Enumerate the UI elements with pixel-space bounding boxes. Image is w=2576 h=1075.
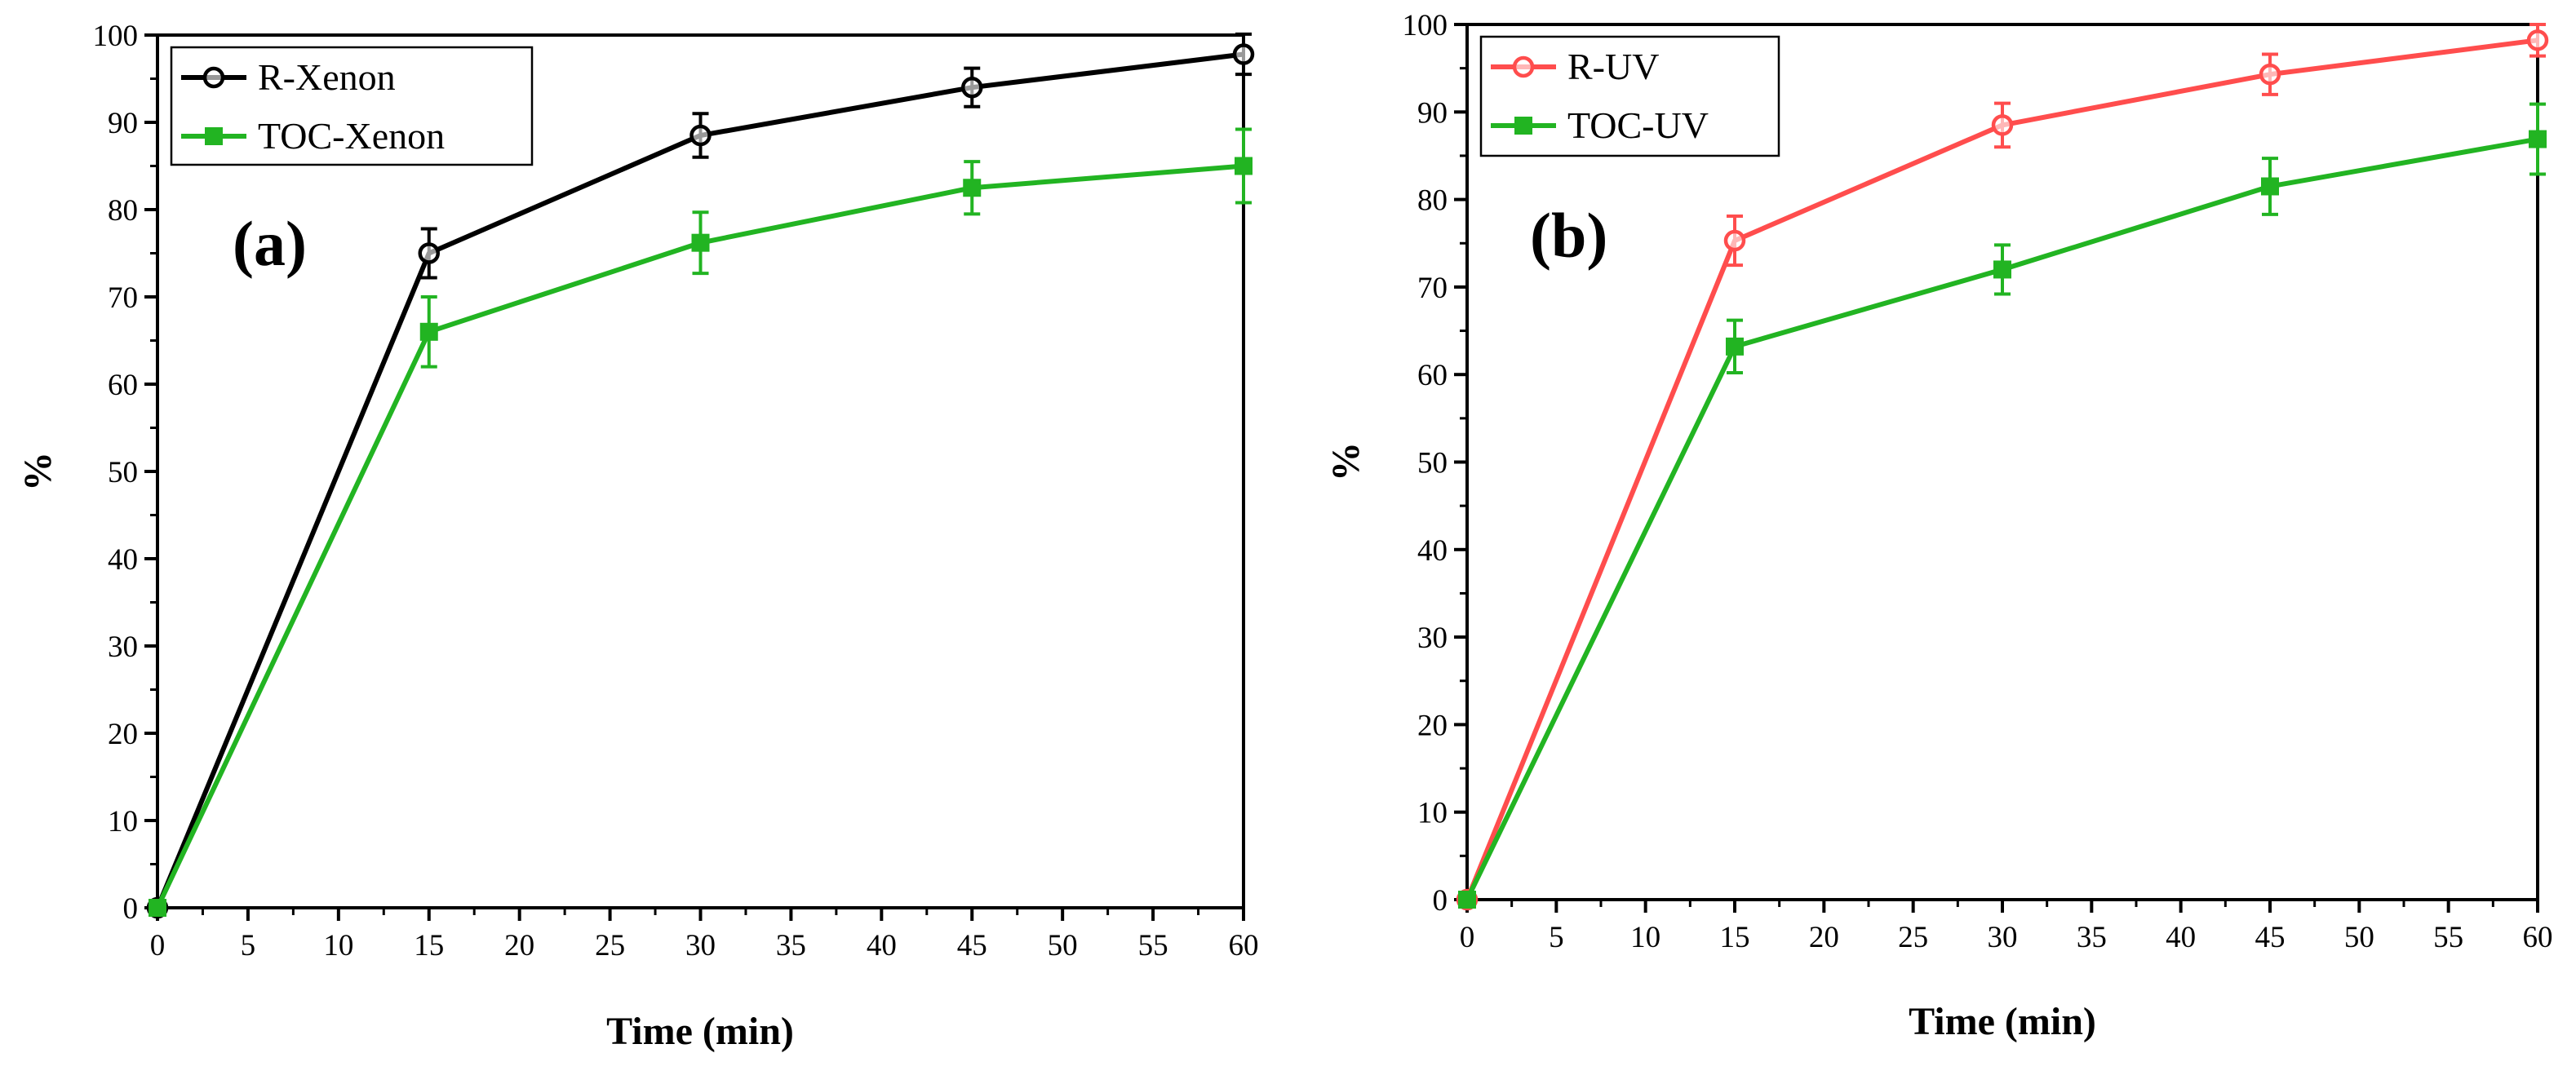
x-tick-label: 55 xyxy=(1138,929,1168,962)
y-tick-label: 90 xyxy=(1417,96,1448,130)
y-tick-label: 70 xyxy=(108,281,138,315)
x-axis-label: Time (min) xyxy=(1909,1000,2096,1043)
x-tick-label: 60 xyxy=(1229,929,1259,962)
series-toc-uv xyxy=(1458,102,2547,909)
x-tick-label: 15 xyxy=(414,929,444,962)
data-point xyxy=(149,899,166,917)
y-tick-label: 0 xyxy=(123,892,139,926)
y-tick-label: 10 xyxy=(1417,797,1448,830)
x-tick-label: 5 xyxy=(241,929,256,962)
data-point xyxy=(2526,29,2549,51)
legend-marker xyxy=(1514,117,1532,135)
panel-a: 0 5 10 15 20 25 30 35 40 45 50 55 60 0 10 20 30 40 50 60 70 8… xyxy=(16,20,1259,1053)
y-tick-label: 60 xyxy=(108,369,138,402)
y-tick-label: 50 xyxy=(1417,447,1448,480)
legend: R-Xenon TOC-Xenon xyxy=(170,46,534,166)
legend-marker xyxy=(202,66,225,89)
x-tick-label: 0 xyxy=(1460,921,1475,954)
y-tick-label: 10 xyxy=(108,805,138,838)
x-tick-label: 55 xyxy=(2433,921,2463,954)
x-tick-label: 20 xyxy=(1809,921,1839,954)
data-point xyxy=(691,233,710,252)
y-tick-label: 0 xyxy=(1433,884,1448,918)
x-tick-label: 50 xyxy=(2344,921,2374,954)
data-point xyxy=(1726,337,1744,356)
y-tick-label: 30 xyxy=(1417,622,1448,655)
legend: R-UV TOC-UV xyxy=(1479,35,1780,157)
x-tick-label: 45 xyxy=(2255,921,2286,954)
x-axis-label: Time (min) xyxy=(606,1010,794,1053)
y-tick-label: 60 xyxy=(1417,359,1448,392)
data-point xyxy=(1235,157,1253,175)
legend-marker xyxy=(1512,55,1535,78)
panel-b: 0 5 10 15 20 25 30 35 40 45 50 55 60 0 10 20 30 40 50 60 70 8… xyxy=(1324,9,2553,1043)
data-point xyxy=(1991,114,2014,136)
data-point xyxy=(963,179,982,197)
data-point xyxy=(689,124,712,147)
legend-frame xyxy=(170,46,534,166)
data-point xyxy=(1232,43,1255,65)
data-point xyxy=(2261,177,2279,196)
y-tick-label: 20 xyxy=(108,718,138,751)
panel-label: (a) xyxy=(233,208,307,279)
series-line xyxy=(155,51,1244,909)
y-axis-label: % xyxy=(16,452,60,491)
y-tick-label: 90 xyxy=(108,107,138,140)
x-tick-label: 45 xyxy=(957,929,987,962)
y-tick-label: 50 xyxy=(108,456,138,489)
x-tick-label: 25 xyxy=(595,929,625,962)
x-tick-label: 0 xyxy=(150,929,166,962)
x-tick-label: 5 xyxy=(1549,921,1564,954)
legend-label: R-UV xyxy=(1567,46,1659,87)
x-tick-label: 10 xyxy=(1630,921,1660,954)
y-tick-label: 20 xyxy=(1417,709,1448,742)
data-point xyxy=(2259,63,2281,86)
data-point xyxy=(419,322,438,341)
legend-marker xyxy=(205,127,223,145)
plot-frame xyxy=(156,33,1245,909)
series-toc-xenon xyxy=(149,127,1253,917)
y-tick-label: 40 xyxy=(1417,534,1448,568)
legend-frame xyxy=(1479,35,1780,157)
x-tick-label: 50 xyxy=(1048,929,1078,962)
x-tick-label: 35 xyxy=(2077,921,2107,954)
x-tick-label: 20 xyxy=(504,929,534,962)
y-tick-label: 100 xyxy=(93,20,139,53)
y-tick-label: 80 xyxy=(1417,184,1448,218)
legend-label: R-Xenon xyxy=(258,56,396,98)
y-tick-label: 30 xyxy=(108,630,138,664)
y-tick-label: 70 xyxy=(1417,272,1448,305)
x-tick-label: 40 xyxy=(2166,921,2196,954)
x-tick-label: 30 xyxy=(685,929,716,962)
series-line xyxy=(155,163,1244,909)
data-point xyxy=(1723,229,1746,252)
legend-label: TOC-UV xyxy=(1567,104,1709,146)
series-r-uv xyxy=(1456,23,2549,911)
data-point xyxy=(418,242,440,264)
x-tick-label: 40 xyxy=(867,929,897,962)
data-point xyxy=(1458,891,1476,909)
series-r-xenon xyxy=(146,32,1255,919)
x-tick-label: 10 xyxy=(323,929,353,962)
data-point xyxy=(961,76,983,99)
x-tick-label: 30 xyxy=(1988,921,2018,954)
y-tick-label: 100 xyxy=(1403,9,1448,42)
y-tick-label: 80 xyxy=(108,194,138,228)
x-tick-label: 35 xyxy=(776,929,806,962)
data-point xyxy=(1993,260,2011,279)
legend-label: TOC-Xenon xyxy=(258,115,445,157)
panel-label: (b) xyxy=(1530,200,1607,271)
y-axis-label: % xyxy=(1324,442,1368,481)
y-tick-label: 40 xyxy=(108,543,138,577)
data-point xyxy=(2529,130,2547,148)
x-tick-label: 25 xyxy=(1898,921,1928,954)
x-tick-label: 60 xyxy=(2523,921,2553,954)
x-tick-label: 15 xyxy=(1720,921,1750,954)
